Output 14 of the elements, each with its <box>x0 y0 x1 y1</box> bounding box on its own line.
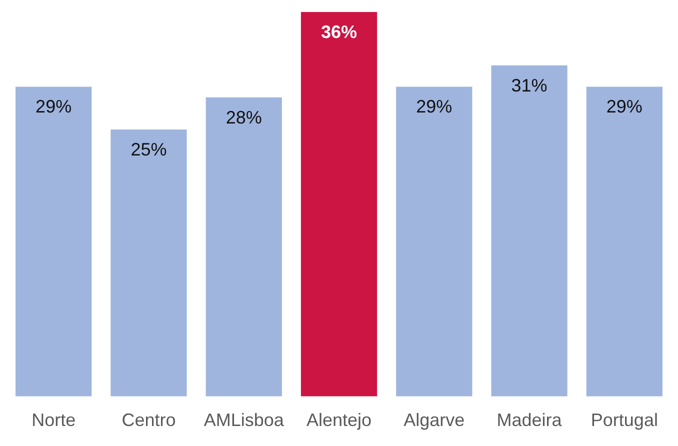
x-tick-label: Portugal <box>590 410 658 430</box>
x-tick-label: AMLisboa <box>204 410 285 430</box>
x-tick-label: Norte <box>32 410 76 430</box>
data-label: 29% <box>606 96 642 117</box>
data-label: 25% <box>130 139 167 160</box>
data-label: 36% <box>320 22 358 42</box>
data-label: 29% <box>36 96 72 117</box>
x-tick-label: Centro <box>122 410 176 430</box>
data-label: 28% <box>226 107 262 128</box>
data-label: 31% <box>511 75 548 96</box>
x-tick-label: Alentejo <box>306 410 372 430</box>
data-label: 29% <box>416 96 452 117</box>
x-tick-label: Madeira <box>496 410 563 430</box>
x-tick-label: Algarve <box>404 410 465 430</box>
